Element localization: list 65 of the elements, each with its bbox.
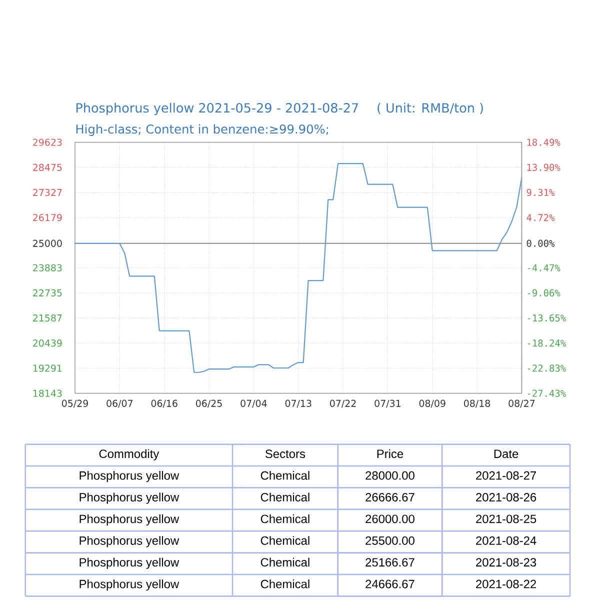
x-tick-label: 07/13 — [285, 400, 312, 408]
chart-title: Phosphorus yellow 2021-05-29 - 2021-08-27 — [76, 102, 358, 116]
data-label: 26666.67 — [366, 493, 414, 502]
x-tick-label: 07/04 — [240, 400, 267, 408]
y2-tick-label: -9.06% — [528, 289, 560, 296]
y-tick-label: 19291 — [33, 364, 62, 372]
text: Chemical — [260, 558, 310, 567]
x-tick-label: 07/22 — [330, 400, 356, 408]
y2-tick-label: 9.31% — [526, 188, 555, 196]
text: Phosphorus yellow — [80, 492, 180, 504]
text: Chemical — [260, 579, 310, 588]
text: Price — [377, 449, 404, 458]
y2-tick-label: 0.00% — [526, 240, 555, 247]
text: Chemical — [260, 514, 310, 524]
category-label: 2021-08-24 — [476, 536, 536, 545]
y-tick-label: 22735 — [33, 289, 62, 296]
text: Date — [494, 450, 518, 458]
text: ( Unit: RMB/ton ) — [378, 102, 483, 114]
chart-subtitle: High-class; Content in benzene:≥99.90%; — [76, 124, 328, 136]
y-tick-label: 18143 — [33, 390, 62, 397]
text: Phosphorus yellow — [80, 470, 180, 482]
x-tick-label: 08/09 — [419, 400, 446, 408]
text: Phosphorus yellow — [80, 514, 180, 526]
y-tick-label: 27327 — [33, 188, 62, 196]
data-label: 25500.00 — [366, 536, 414, 545]
category-label: 2021-08-22 — [476, 580, 536, 588]
text: Phosphorus yellow — [80, 579, 180, 591]
text: Chemical — [260, 492, 310, 502]
category-label: 2021-08-23 — [476, 558, 536, 567]
category-label: 2021-08-27 — [476, 471, 536, 480]
x-tick-label: 06/07 — [106, 400, 132, 408]
y-tick-label: 23883 — [33, 264, 62, 272]
text: Commodity — [99, 449, 160, 460]
x-tick-label: 08/18 — [464, 400, 490, 408]
data-label: 25166.67 — [366, 558, 414, 567]
data-label: 24666.67 — [366, 580, 414, 588]
category-label: 2021-08-25 — [476, 514, 536, 524]
text: Sectors — [265, 450, 306, 458]
y-tick-label: 26179 — [33, 214, 62, 222]
x-tick-label: 06/25 — [196, 400, 222, 408]
y2-tick-label: -4.47% — [528, 264, 560, 272]
y-tick-label: 20439 — [33, 340, 62, 347]
y-tick-label: 29623 — [33, 138, 62, 146]
y2-tick-label: 4.72% — [526, 214, 555, 222]
y-tick-label: 21587 — [33, 314, 62, 322]
y2-tick-label: -13.65% — [528, 314, 566, 322]
category-label: 2021-08-26 — [476, 493, 536, 502]
x-tick-label: 08/27 — [508, 400, 535, 408]
x-tick-label: 07/31 — [374, 400, 400, 408]
line-series — [74, 163, 522, 373]
x-tick-label: 05/29 — [62, 400, 88, 408]
text: Chemical — [260, 470, 310, 480]
y2-tick-label: -22.83% — [528, 364, 566, 372]
text: Chemical — [260, 536, 310, 545]
data-label: 28000.00 — [366, 471, 414, 480]
y-tick-label: 28475 — [33, 164, 62, 171]
data-label: 26000.00 — [366, 514, 414, 524]
y2-tick-label: 13.90% — [527, 164, 560, 171]
y2-tick-label: 18.49% — [527, 138, 560, 146]
y-tick-label: 25000 — [33, 240, 62, 247]
x-tick-label: 06/16 — [151, 400, 178, 408]
text: Phosphorus yellow — [80, 558, 180, 569]
text: Phosphorus yellow — [80, 536, 180, 548]
y2-tick-label: -18.24% — [528, 339, 566, 347]
y2-tick-label: -27.43% — [528, 390, 566, 397]
